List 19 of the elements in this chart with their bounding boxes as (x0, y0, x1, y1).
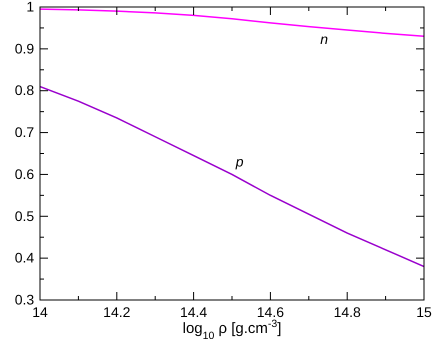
y-tick-label: 0.3 (14, 291, 34, 308)
y-tick-label: 1 (26, 0, 34, 14)
line-series (39, 8, 425, 38)
line-series (39, 86, 425, 268)
x-tick-label: 14.2 (103, 304, 131, 320)
annotation: p (234, 154, 244, 170)
x-tick-label: 14.4 (180, 304, 208, 320)
x-tick-label: 14.8 (334, 304, 362, 320)
annotation: n (320, 30, 328, 47)
y-tick-label: 0.6 (14, 166, 34, 182)
x-tick-label: 14 (32, 304, 48, 320)
y-tick-label: 0.5 (14, 208, 34, 224)
x-tick-label: 15 (416, 304, 432, 320)
y-tick-label: 0.4 (14, 250, 34, 266)
y-tick-label: 0.9 (14, 40, 34, 56)
x-tick-label: 14.6 (256, 304, 284, 320)
x-axis-title: log$_{10}$ ρ [g.cm$^{-3}$] (182, 318, 282, 339)
y-tick-label: 0.7 (14, 124, 34, 140)
y-tick-label: 0.8 (14, 82, 34, 98)
